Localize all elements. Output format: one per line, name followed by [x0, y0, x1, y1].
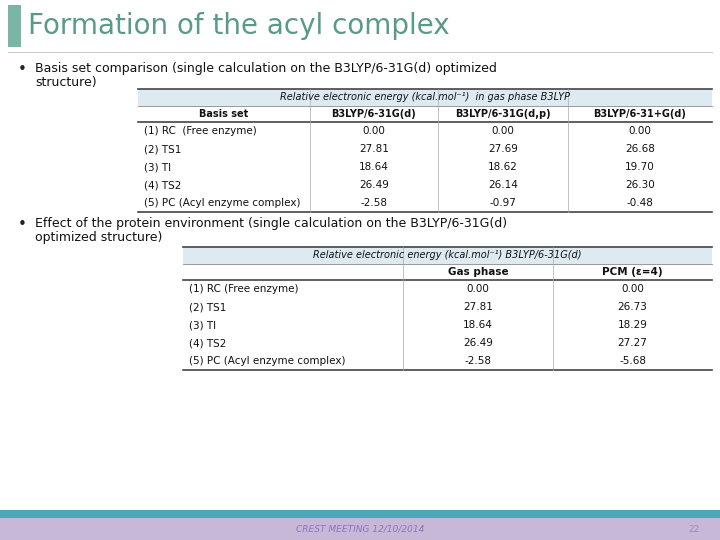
- Text: Relative electronic energy (kcal.mol⁻¹)  in gas phase B3LYP: Relative electronic energy (kcal.mol⁻¹) …: [280, 92, 570, 103]
- Text: Basis set: Basis set: [199, 109, 248, 119]
- Text: Effect of the protein environment (single calculation on the B3LYP/6-31G(d): Effect of the protein environment (singl…: [35, 217, 507, 230]
- Text: (5) PC (Acyl enzyme complex): (5) PC (Acyl enzyme complex): [189, 356, 346, 366]
- Text: structure): structure): [35, 76, 96, 89]
- Text: 27.69: 27.69: [488, 144, 518, 154]
- Text: -0.97: -0.97: [490, 198, 516, 208]
- Text: (3) TI: (3) TI: [189, 320, 216, 330]
- Text: 27.81: 27.81: [463, 302, 493, 312]
- Text: B3LYP/6-31G(d): B3LYP/6-31G(d): [332, 109, 416, 119]
- Text: 26.73: 26.73: [618, 302, 647, 312]
- Text: B3LYP/6-31G(d,p): B3LYP/6-31G(d,p): [455, 109, 551, 119]
- Text: -5.68: -5.68: [619, 356, 646, 366]
- Bar: [183, 247, 712, 264]
- Text: 26.68: 26.68: [625, 144, 655, 154]
- Text: 26.49: 26.49: [463, 338, 493, 348]
- Text: 22: 22: [689, 524, 700, 534]
- Text: 26.14: 26.14: [488, 180, 518, 190]
- Text: 27.81: 27.81: [359, 144, 389, 154]
- Text: B3LYP/6-31+G(d): B3LYP/6-31+G(d): [593, 109, 686, 119]
- Text: -2.58: -2.58: [464, 356, 492, 366]
- Bar: [138, 89, 712, 106]
- Text: Gas phase: Gas phase: [448, 267, 508, 277]
- Text: 18.29: 18.29: [618, 320, 647, 330]
- Bar: [0, 510, 720, 518]
- Text: Relative electronic energy (kcal.mol⁻¹) B3LYP/6-31G(d): Relative electronic energy (kcal.mol⁻¹) …: [313, 251, 582, 260]
- Text: PCM (ε=4): PCM (ε=4): [602, 267, 663, 277]
- Text: (4) TS2: (4) TS2: [144, 180, 181, 190]
- Text: Basis set comparison (single calculation on the B3LYP/6-31G(d) optimized: Basis set comparison (single calculation…: [35, 62, 497, 75]
- Text: 0.00: 0.00: [467, 284, 490, 294]
- Text: (3) TI: (3) TI: [144, 162, 171, 172]
- Text: •: •: [18, 62, 27, 77]
- Text: 0.00: 0.00: [629, 126, 652, 136]
- Text: Formation of the acyl complex: Formation of the acyl complex: [28, 12, 449, 40]
- Text: 18.62: 18.62: [488, 162, 518, 172]
- Text: 0.00: 0.00: [492, 126, 514, 136]
- Text: CREST MEETING 12/10/2014: CREST MEETING 12/10/2014: [296, 524, 424, 534]
- Text: (5) PC (Acyl enzyme complex): (5) PC (Acyl enzyme complex): [144, 198, 300, 208]
- Text: optimized structure): optimized structure): [35, 231, 163, 244]
- Text: 19.70: 19.70: [625, 162, 655, 172]
- Bar: [8, 5, 21, 47]
- Text: 26.49: 26.49: [359, 180, 389, 190]
- Text: 0.00: 0.00: [621, 284, 644, 294]
- Text: •: •: [18, 217, 27, 232]
- Text: (2) TS1: (2) TS1: [144, 144, 181, 154]
- Text: (4) TS2: (4) TS2: [189, 338, 226, 348]
- Text: 18.64: 18.64: [463, 320, 493, 330]
- Text: 18.64: 18.64: [359, 162, 389, 172]
- Text: (1) RC  (Free enzyme): (1) RC (Free enzyme): [144, 126, 257, 136]
- Text: 27.27: 27.27: [618, 338, 647, 348]
- Bar: [0, 518, 720, 540]
- Text: -2.58: -2.58: [361, 198, 387, 208]
- Text: 0.00: 0.00: [363, 126, 385, 136]
- Text: 26.30: 26.30: [625, 180, 655, 190]
- Text: -0.48: -0.48: [626, 198, 654, 208]
- Text: (1) RC (Free enzyme): (1) RC (Free enzyme): [189, 284, 299, 294]
- Text: (2) TS1: (2) TS1: [189, 302, 226, 312]
